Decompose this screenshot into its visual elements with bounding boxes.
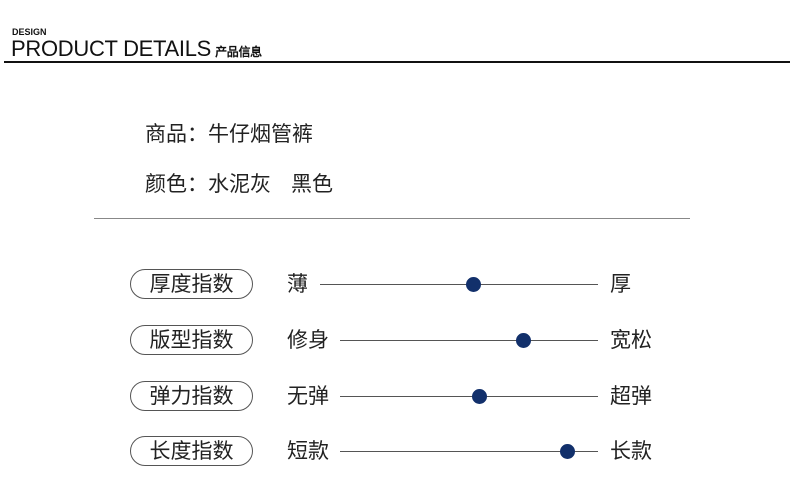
scale-track — [320, 284, 598, 285]
header-divider — [4, 61, 790, 63]
scale-track — [340, 451, 598, 452]
scale-marker — [516, 333, 532, 348]
index-label: 版型指数 — [130, 325, 253, 355]
scale-max-label: 超弹 — [610, 384, 652, 408]
scale-track — [340, 396, 598, 397]
scale-min-label: 无弹 — [287, 384, 329, 408]
scale-marker — [472, 389, 488, 404]
scale-max-label: 宽松 — [610, 328, 652, 352]
index-row: 弹力指数 无弹 超弹 — [0, 381, 790, 415]
index-row: 厚度指数 薄 厚 — [0, 269, 790, 303]
product-name: 商品：牛仔烟管裤 — [145, 122, 313, 146]
section-title: PRODUCT DETAILS 产品信息 — [11, 36, 262, 62]
scale-marker — [560, 444, 576, 459]
index-row: 长度指数 短款 长款 — [0, 436, 790, 470]
index-label: 厚度指数 — [130, 269, 253, 299]
index-row: 版型指数 修身 宽松 — [0, 325, 790, 359]
info-divider — [94, 218, 690, 219]
scale-max-label: 厚 — [610, 272, 631, 296]
index-label: 弹力指数 — [130, 381, 253, 411]
scale-track — [340, 340, 598, 341]
product-colors: 颜色：水泥灰 黑色 — [145, 172, 334, 196]
scale-min-label: 修身 — [287, 328, 329, 352]
scale-max-label: 长款 — [610, 439, 652, 463]
design-label: DESIGN — [12, 27, 47, 37]
index-label: 长度指数 — [130, 436, 253, 466]
title-cn: 产品信息 — [215, 45, 262, 59]
scale-marker — [465, 277, 481, 292]
scale-min-label: 薄 — [287, 272, 308, 296]
title-en: PRODUCT DETAILS — [11, 36, 212, 61]
scale-min-label: 短款 — [287, 439, 329, 463]
